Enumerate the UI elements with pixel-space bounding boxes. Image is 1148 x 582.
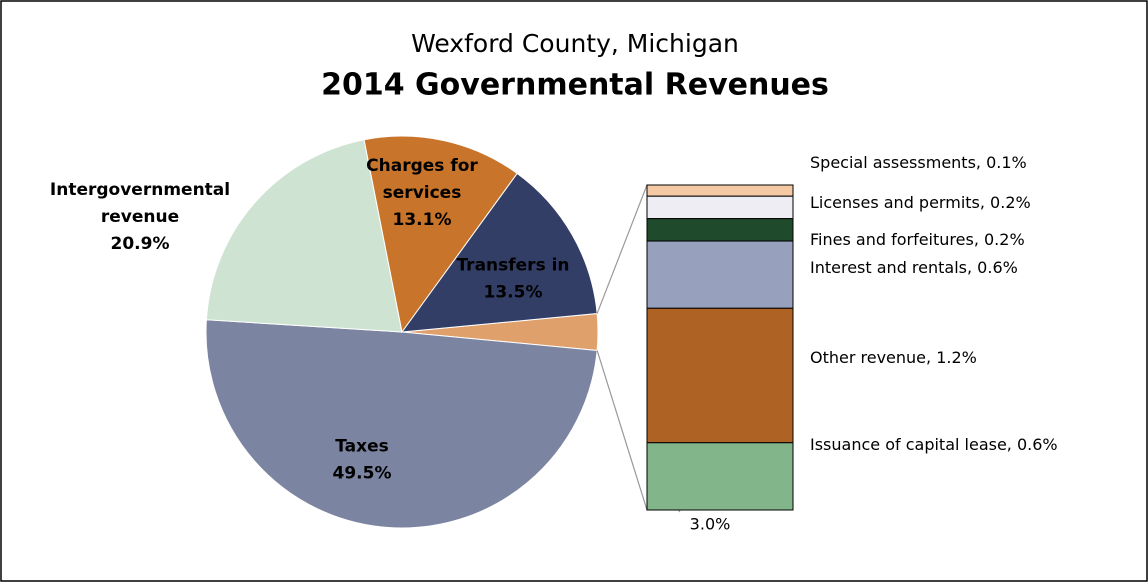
bar-category: Issuance of capital lease xyxy=(810,435,1007,454)
bar-value: 0.6% xyxy=(1017,435,1058,454)
bar-label: Special assessments, 0.1% xyxy=(810,153,1027,172)
pie-slice xyxy=(205,139,403,333)
chart-subtitle: 2014 Governmental Revenues xyxy=(321,68,829,103)
pie-value-label: 3.0% xyxy=(690,515,731,534)
bar-value: 0.2% xyxy=(990,193,1031,212)
pie-value-label: 49.5% xyxy=(333,464,392,484)
pie-value-label: 20.9% xyxy=(111,234,170,254)
bar-category: Interest and rentals xyxy=(810,258,967,277)
bar-label: Other revenue, 1.2% xyxy=(810,348,977,367)
bar-category: Special assessments xyxy=(810,153,976,172)
pie-value-label: 13.1% xyxy=(393,210,452,230)
pie-category-label: Intergovernmental revenue xyxy=(50,180,230,227)
bar-label: Interest and rentals, 0.6% xyxy=(810,258,1018,277)
pie-value-label: 13.5% xyxy=(484,283,543,303)
bar-segment xyxy=(646,184,794,197)
pie-slice xyxy=(363,135,518,334)
bar-label: Licenses and permits, 0.2% xyxy=(810,193,1031,212)
bar-category: Other revenue xyxy=(810,348,926,367)
chart-title: Wexford County, Michigan xyxy=(411,29,739,58)
pie-slice xyxy=(400,172,598,333)
bar-value: 0.2% xyxy=(984,230,1025,249)
bar-category: Fines and forfeitures xyxy=(810,230,974,249)
connector xyxy=(596,350,648,511)
pie-category-label: Taxes xyxy=(335,437,389,457)
bar-value: 1.2% xyxy=(936,348,977,367)
connector xyxy=(596,184,648,314)
bar-segment xyxy=(646,195,794,220)
pie-category-label: Transfers in xyxy=(456,256,569,276)
bar-label: Fines and forfeitures, 0.2% xyxy=(810,230,1025,249)
bar-value: 0.6% xyxy=(977,258,1018,277)
bar-label: Issuance of capital lease, 0.6% xyxy=(810,435,1058,454)
bar-segment xyxy=(646,307,794,444)
bar-segment xyxy=(646,240,794,309)
pie-slice xyxy=(205,319,598,529)
bar-segment xyxy=(646,218,794,242)
bar-value: 0.1% xyxy=(986,153,1027,172)
bar-segment xyxy=(646,442,794,511)
pie-category-label: Charges for services xyxy=(366,156,478,203)
bar-category: Licenses and permits xyxy=(810,193,980,212)
